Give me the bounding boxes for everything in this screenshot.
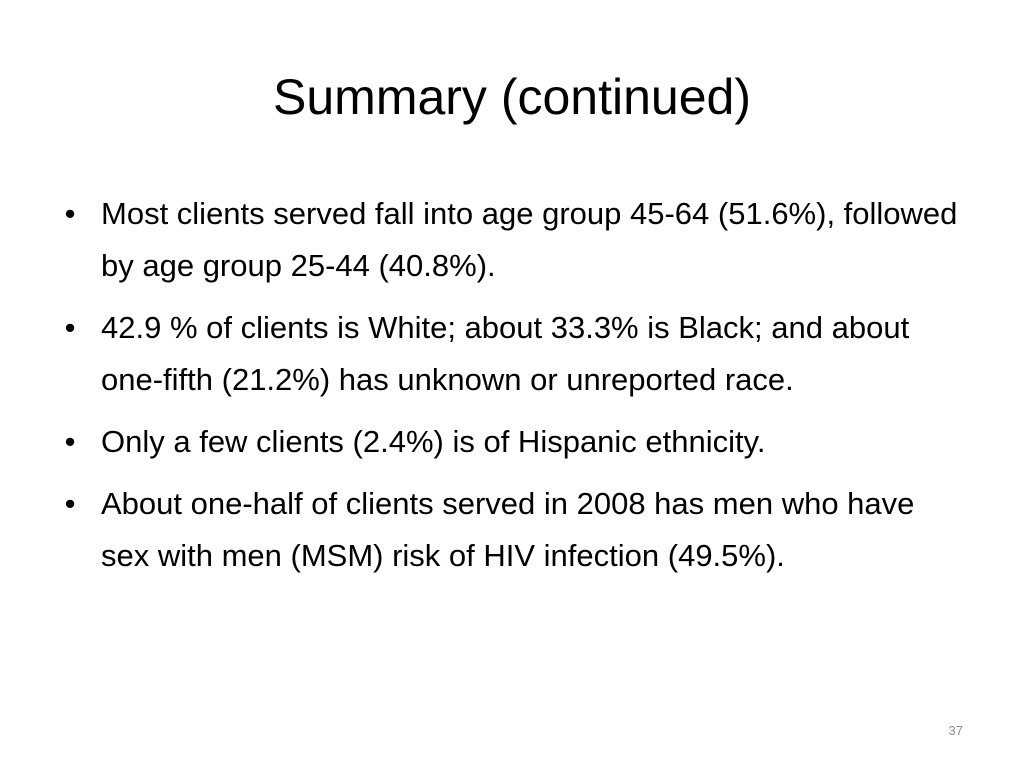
slide-title: Summary (continued) <box>273 69 751 125</box>
bullet-item: • About one-half of clients served in 20… <box>60 478 960 582</box>
bullet-dot-icon: • <box>64 486 76 521</box>
bullet-dot-icon: • <box>64 310 76 345</box>
bullet-text: Most clients served fall into age group … <box>101 196 958 283</box>
slide-number: 37 <box>948 723 963 738</box>
bullet-item: • Only a few clients (2.4%) is of Hispan… <box>60 416 960 468</box>
bullet-dot-icon: • <box>64 424 76 459</box>
bullet-text: About one-half of clients served in 2008… <box>101 486 915 573</box>
bullet-list: • Most clients served fall into age grou… <box>60 188 960 592</box>
bullet-text: Only a few clients (2.4%) is of Hispanic… <box>101 424 766 459</box>
bullet-item: • 42.9 % of clients is White; about 33.3… <box>60 302 960 406</box>
bullet-text: 42.9 % of clients is White; about 33.3% … <box>101 310 910 397</box>
bullet-dot-icon: • <box>64 196 76 231</box>
bullet-item: • Most clients served fall into age grou… <box>60 188 960 292</box>
